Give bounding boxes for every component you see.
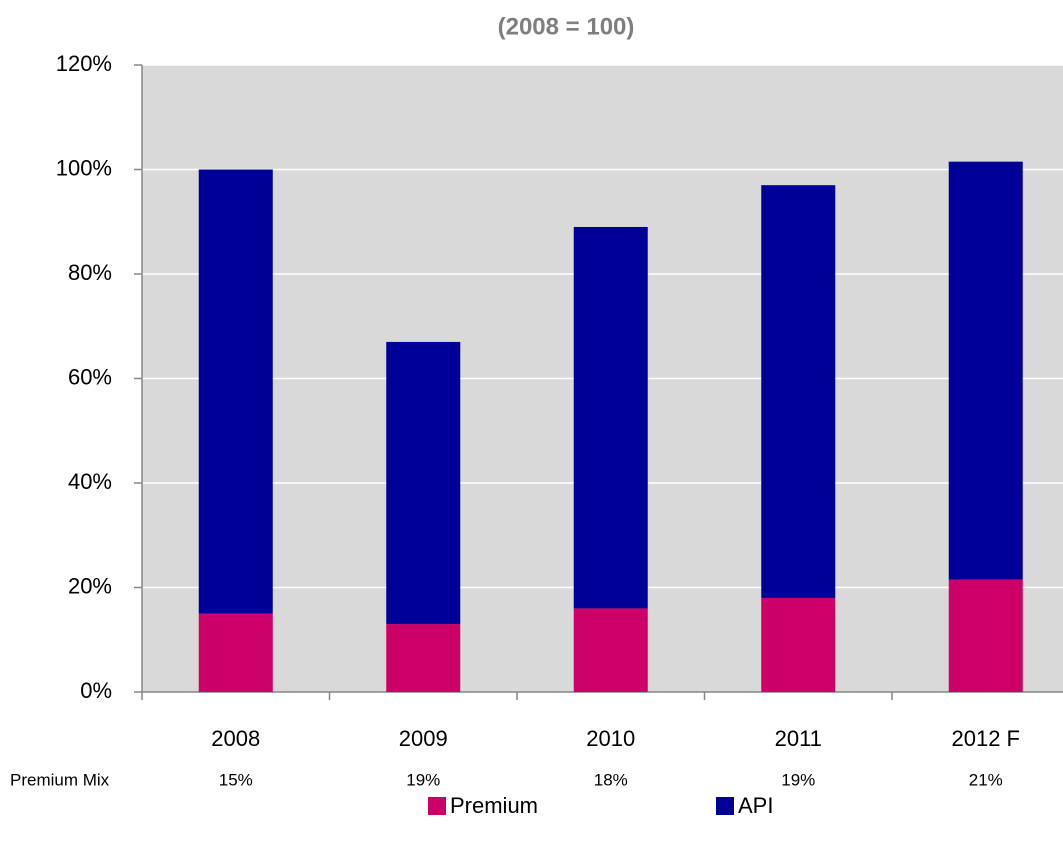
y-tick-label: 20% [68,573,112,598]
x-tick-label: 2012 F [952,726,1021,751]
bar-segment [386,624,461,692]
mix-value: 19% [781,770,815,789]
mix-value: 19% [406,770,440,789]
legend-label: API [738,793,773,818]
x-tick-label: 2009 [399,726,448,751]
bar-segment [761,185,836,598]
x-tick-label: 2008 [211,726,260,751]
mix-value: 15% [219,770,253,789]
legend-swatch [716,797,734,815]
y-tick-label: 60% [68,364,112,389]
bar-segment [948,161,1023,580]
legend-label: Premium [450,793,538,818]
mix-value: 18% [594,770,628,789]
bar-segment [761,597,836,692]
bar-segment [573,608,648,692]
y-tick-label: 100% [56,155,112,180]
x-tick-label: 2010 [586,726,635,751]
chart-title: (2008 = 100) [498,13,635,40]
mix-label: Premium Mix [10,770,110,789]
y-tick-label: 0% [80,678,112,703]
bar-segment [573,226,648,609]
bar-segment [386,341,461,625]
y-tick-label: 40% [68,469,112,494]
bar-segment [198,613,273,692]
mix-value: 21% [969,770,1003,789]
legend-swatch [428,797,446,815]
x-tick-label: 2011 [775,726,822,751]
bar-segment [198,169,273,614]
y-tick-label: 80% [68,260,112,285]
y-tick-label: 120% [56,51,112,76]
bar-segment [948,579,1023,692]
